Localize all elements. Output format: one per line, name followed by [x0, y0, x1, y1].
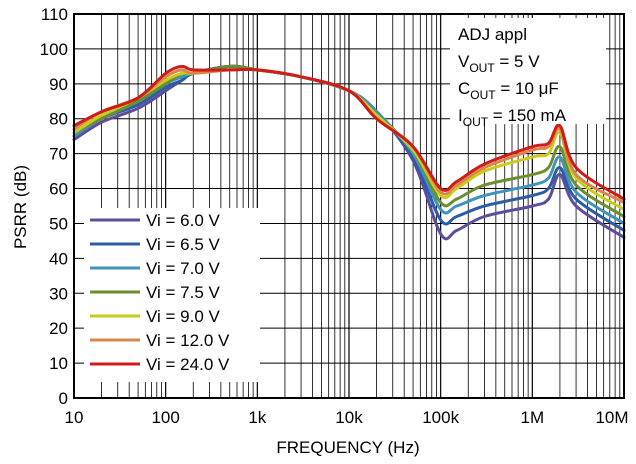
y-tick-label: 50: [49, 214, 68, 233]
y-tick-label: 10: [49, 354, 68, 373]
y-axis-title: PSRR (dB): [11, 165, 30, 249]
annotation-iout: IOUT = 150 mA: [458, 106, 567, 129]
y-tick-label: 100: [40, 40, 68, 59]
legend-label: Vi = 12.0 V: [146, 331, 230, 350]
annotation-line-1: ADJ appl: [458, 25, 527, 44]
y-tick-label: 80: [49, 110, 68, 129]
legend-label: Vi = 6.5 V: [146, 235, 221, 254]
legend-label: Vi = 6.0 V: [146, 211, 221, 230]
annotation-vout: VOUT = 5 V: [458, 52, 540, 75]
legend-label: Vi = 7.0 V: [146, 259, 221, 278]
x-tick-label: 10M: [595, 408, 628, 427]
x-tick-label: 1k: [248, 408, 266, 427]
y-tick-label: 0: [59, 389, 68, 408]
conditions-annotation: ADJ appl VOUT = 5 V COUT = 10 μF IOUT = …: [450, 18, 606, 129]
y-tick-label: 90: [49, 75, 68, 94]
x-tick-label: 10: [65, 408, 84, 427]
y-tick-label: 110: [41, 5, 68, 24]
x-axis-title: FREQUENCY (Hz): [276, 438, 419, 457]
y-tick-label: 70: [49, 145, 68, 164]
x-tick-label: 100: [151, 408, 179, 427]
legend-label: Vi = 24.0 V: [146, 355, 230, 374]
x-tick-label: 10k: [335, 408, 363, 427]
y-tick-labels: 0 10 20 30 40 50 60 70 80 90 100 110: [40, 5, 68, 408]
x-tick-labels: 10 100 1k 10k 100k 1M 10M: [65, 408, 629, 427]
legend-label: Vi = 7.5 V: [146, 283, 221, 302]
y-tick-label: 20: [49, 319, 68, 338]
series-lines: [72, 64, 626, 241]
legend-label: Vi = 9.0 V: [146, 307, 221, 326]
plot-frame: [73, 13, 625, 399]
x-tick-label: 1M: [521, 408, 545, 427]
y-tick-label: 30: [49, 284, 68, 303]
series-line-vi-24-0: [72, 64, 626, 201]
y-tick-label: 60: [49, 180, 68, 199]
x-tick-label: 100k: [422, 408, 459, 427]
legend: Vi = 6.0 V Vi = 6.5 V Vi = 7.0 V Vi = 7.5 V…: [84, 208, 260, 382]
y-tick-label: 40: [49, 249, 68, 268]
annotation-cout: COUT = 10 μF: [458, 79, 559, 102]
